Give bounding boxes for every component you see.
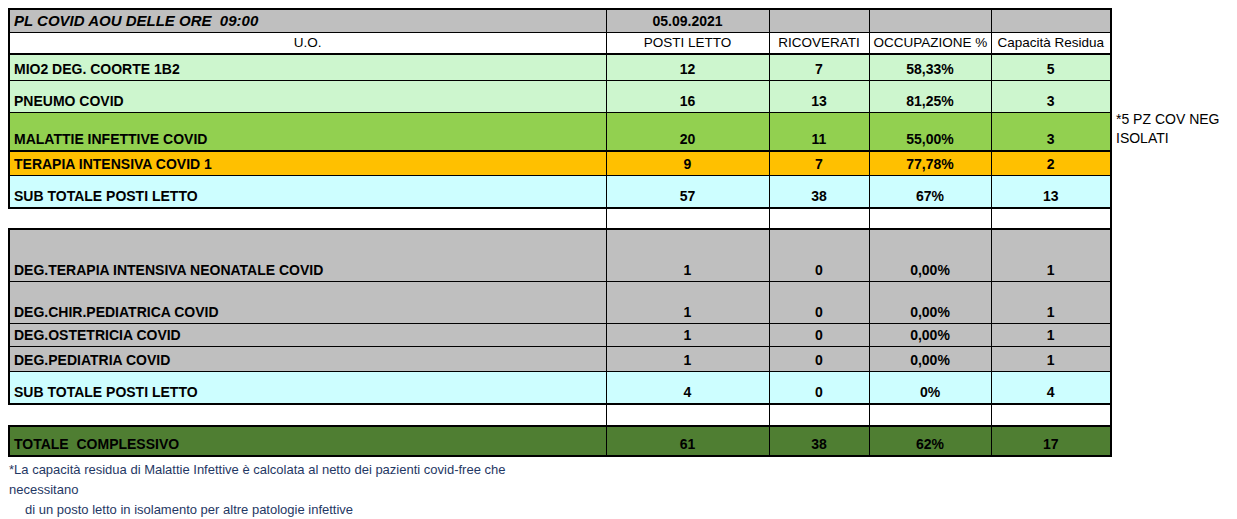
spacer-cell — [606, 404, 769, 426]
occupazione-value: 0,00% — [869, 281, 991, 323]
spacer-cell — [991, 208, 1111, 229]
report-title: PL COVID AOU DELLE ORE 09:00 — [9, 9, 606, 32]
occupazione-value: 58,33% — [869, 54, 991, 80]
spacer-row — [9, 208, 1111, 229]
table-row-pediatria: DEG.PEDIATRIA COVID 1 0 0,00% 1 — [9, 346, 1111, 371]
table-row-neonatale: DEG.TERAPIA INTENSIVA NEONATALE COVID 1 … — [9, 229, 1111, 281]
posti-letto-value: 12 — [606, 54, 769, 80]
posti-letto-value: 57 — [606, 175, 769, 208]
spacer-cell — [769, 208, 869, 229]
footnote-line-3: di un posto letto in isolamento per altr… — [9, 500, 505, 519]
table-row-malattie-infettive: MALATTIE INFETTIVE COVID 20 11 55,00% 3 — [9, 112, 1111, 151]
capacita-residua-value: 1 — [991, 229, 1111, 281]
occupazione-value: 0% — [869, 371, 991, 404]
ricoverati-value: 7 — [769, 151, 869, 175]
row-label: SUB TOTALE POSTI LETTO — [9, 371, 606, 404]
occupazione-value: 55,00% — [869, 112, 991, 151]
posti-letto-value: 1 — [606, 281, 769, 323]
posti-letto-value: 1 — [606, 346, 769, 371]
spacer-cell — [606, 208, 769, 229]
row-label: DEG.TERAPIA INTENSIVA NEONATALE COVID — [9, 229, 606, 281]
ricoverati-value: 0 — [769, 371, 869, 404]
capacita-residua-value: 1 — [991, 323, 1111, 346]
spacer-cell — [869, 404, 991, 426]
row-label: PNEUMO COVID — [9, 80, 606, 112]
column-header-posti-letto: POSTI LETTO — [606, 32, 769, 54]
table-row-totale-complessivo: TOTALE COMPLESSIVO 61 38 62% 17 — [9, 426, 1111, 456]
ricoverati-value: 38 — [769, 426, 869, 456]
footnote-line-1: *La capacità residua di Malattie Infetti… — [9, 460, 505, 480]
footnote: *La capacità residua di Malattie Infetti… — [9, 460, 505, 519]
ricoverati-value: 0 — [769, 346, 869, 371]
title-row-empty-cell — [769, 9, 869, 32]
title-row-empty-cell — [991, 9, 1111, 32]
row-label: TERAPIA INTENSIVA COVID 1 — [9, 151, 606, 175]
column-header-row: U.O. POSTI LETTO RICOVERATI OCCUPAZIONE … — [9, 32, 1111, 54]
occupazione-value: 77,78% — [869, 151, 991, 175]
occupazione-value: 67% — [869, 175, 991, 208]
table-row-ostetricia: DEG.OSTETRICIA COVID 1 0 0,00% 1 — [9, 323, 1111, 346]
spacer-cell — [991, 404, 1111, 426]
capacita-residua-value: 17 — [991, 426, 1111, 456]
title-row-empty-cell — [869, 9, 991, 32]
occupazione-value: 81,25% — [869, 80, 991, 112]
posti-letto-value: 20 — [606, 112, 769, 151]
ricoverati-value: 0 — [769, 323, 869, 346]
table-row-terapia-intensiva: TERAPIA INTENSIVA COVID 1 9 7 77,78% 2 — [9, 151, 1111, 175]
table-row-subtotale-1: SUB TOTALE POSTI LETTO 57 38 67% 13 — [9, 175, 1111, 208]
covid-bed-report-table: PL COVID AOU DELLE ORE 09:00 05.09.2021 … — [8, 8, 1112, 457]
report-date: 05.09.2021 — [606, 9, 769, 32]
capacita-residua-value: 1 — [991, 346, 1111, 371]
capacita-residua-value: 1 — [991, 281, 1111, 323]
capacita-residua-value: 13 — [991, 175, 1111, 208]
capacita-residua-value: 3 — [991, 112, 1111, 151]
table-row-pneumo: PNEUMO COVID 16 13 81,25% 3 — [9, 80, 1111, 112]
occupazione-value: 0,00% — [869, 346, 991, 371]
capacita-residua-value: 4 — [991, 371, 1111, 404]
occupazione-value: 0,00% — [869, 323, 991, 346]
footnote-line-2: necessitano — [9, 480, 505, 500]
spacer-cell — [9, 208, 606, 229]
side-note-line-1: *5 PZ COV NEG — [1116, 110, 1219, 129]
spacer-cell — [869, 208, 991, 229]
posti-letto-value: 1 — [606, 229, 769, 281]
row-label: SUB TOTALE POSTI LETTO — [9, 175, 606, 208]
posti-letto-value: 4 — [606, 371, 769, 404]
spacer-cell — [9, 404, 606, 426]
row-label: DEG.PEDIATRIA COVID — [9, 346, 606, 371]
row-label: TOTALE COMPLESSIVO — [9, 426, 606, 456]
spacer-cell — [769, 404, 869, 426]
column-header-capacita-residua: Capacità Residua — [991, 32, 1111, 54]
row-label: DEG.CHIR.PEDIATRICA COVID — [9, 281, 606, 323]
row-label: MIO2 DEG. COORTE 1B2 — [9, 54, 606, 80]
ricoverati-value: 0 — [769, 229, 869, 281]
title-row: PL COVID AOU DELLE ORE 09:00 05.09.2021 — [9, 9, 1111, 32]
spacer-row — [9, 404, 1111, 426]
capacita-residua-value: 3 — [991, 80, 1111, 112]
posti-letto-value: 61 — [606, 426, 769, 456]
side-note-line-2: ISOLATI — [1116, 129, 1219, 148]
capacita-residua-value: 5 — [991, 54, 1111, 80]
column-header-occupazione: OCCUPAZIONE % — [869, 32, 991, 54]
capacita-residua-value: 2 — [991, 151, 1111, 175]
table-row-mio2: MIO2 DEG. COORTE 1B2 12 7 58,33% 5 — [9, 54, 1111, 80]
ricoverati-value: 13 — [769, 80, 869, 112]
table-row-subtotale-2: SUB TOTALE POSTI LETTO 4 0 0% 4 — [9, 371, 1111, 404]
row-label: DEG.OSTETRICIA COVID — [9, 323, 606, 346]
posti-letto-value: 9 — [606, 151, 769, 175]
occupazione-value: 0,00% — [869, 229, 991, 281]
ricoverati-value: 38 — [769, 175, 869, 208]
posti-letto-value: 1 — [606, 323, 769, 346]
row-label: MALATTIE INFETTIVE COVID — [9, 112, 606, 151]
side-note: *5 PZ COV NEG ISOLATI — [1116, 110, 1219, 148]
column-header-ricoverati: RICOVERATI — [769, 32, 869, 54]
ricoverati-value: 7 — [769, 54, 869, 80]
posti-letto-value: 16 — [606, 80, 769, 112]
occupazione-value: 62% — [869, 426, 991, 456]
ricoverati-value: 11 — [769, 112, 869, 151]
table-row-chir-pediatrica: DEG.CHIR.PEDIATRICA COVID 1 0 0,00% 1 — [9, 281, 1111, 323]
ricoverati-value: 0 — [769, 281, 869, 323]
column-header-uo: U.O. — [9, 32, 606, 54]
